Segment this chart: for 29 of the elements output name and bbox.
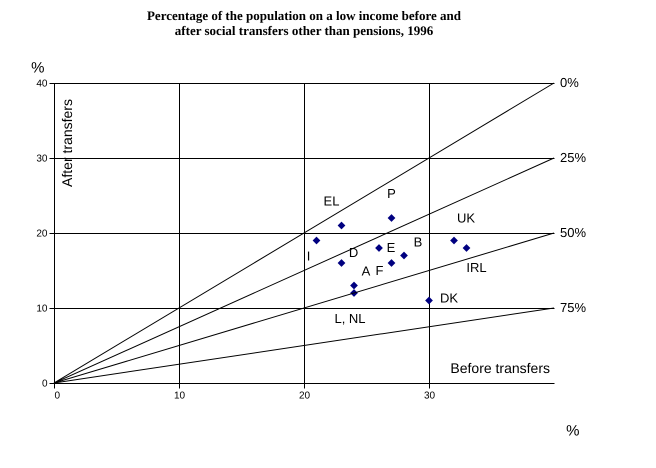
x-axis-title: % xyxy=(566,422,580,440)
y-axis-title: % xyxy=(31,60,44,76)
x-tick-label: 10 xyxy=(174,390,186,402)
annotation: A xyxy=(362,264,371,278)
series-label: 50% xyxy=(560,225,586,240)
x-tick-label: 0 xyxy=(54,390,60,402)
series-label: 0% xyxy=(560,75,580,90)
y-tick-label: 10 xyxy=(36,304,48,314)
y-tick-label: 30 xyxy=(36,154,48,164)
annotation: F xyxy=(376,263,384,278)
annotation: P xyxy=(387,186,396,201)
y-tick-label: 40 xyxy=(36,78,48,90)
x-tick-label: 20 xyxy=(298,390,310,402)
y-tick-label: 0 xyxy=(42,378,48,390)
series-label: 25% xyxy=(560,150,586,165)
annotation: L, NL xyxy=(334,311,366,326)
annotation: After transfers xyxy=(59,99,75,187)
annotation: Before transfers xyxy=(450,360,550,376)
series-label: 75% xyxy=(560,300,586,315)
annotation: EL xyxy=(324,194,340,208)
annotation: I xyxy=(306,248,310,264)
annotation: B xyxy=(414,234,422,250)
annotation: IRL xyxy=(466,260,487,275)
annotation: E xyxy=(386,240,396,255)
annotation: DK xyxy=(440,290,458,306)
x-tick-label: 30 xyxy=(424,390,436,402)
chart-title: Percentage of the population on a low income before and after social transfers other than pensions, 1996 xyxy=(146,8,462,38)
y-tick-label: 20 xyxy=(36,228,48,240)
annotation: UK xyxy=(456,210,476,226)
